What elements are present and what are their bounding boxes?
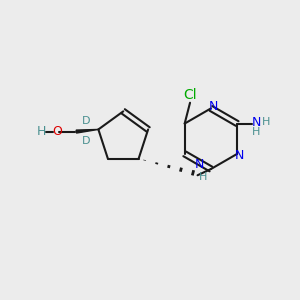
Text: D: D bbox=[82, 116, 90, 126]
Text: H: H bbox=[262, 117, 270, 127]
Text: Cl: Cl bbox=[183, 88, 197, 102]
Text: O: O bbox=[52, 125, 62, 138]
Text: H: H bbox=[252, 127, 260, 137]
Text: N: N bbox=[195, 158, 204, 171]
Text: N: N bbox=[235, 149, 244, 162]
Polygon shape bbox=[76, 129, 98, 133]
Text: N: N bbox=[208, 100, 218, 113]
Text: D: D bbox=[82, 136, 90, 146]
Text: H: H bbox=[198, 172, 207, 182]
Text: H: H bbox=[37, 125, 46, 138]
Text: N: N bbox=[251, 116, 261, 129]
